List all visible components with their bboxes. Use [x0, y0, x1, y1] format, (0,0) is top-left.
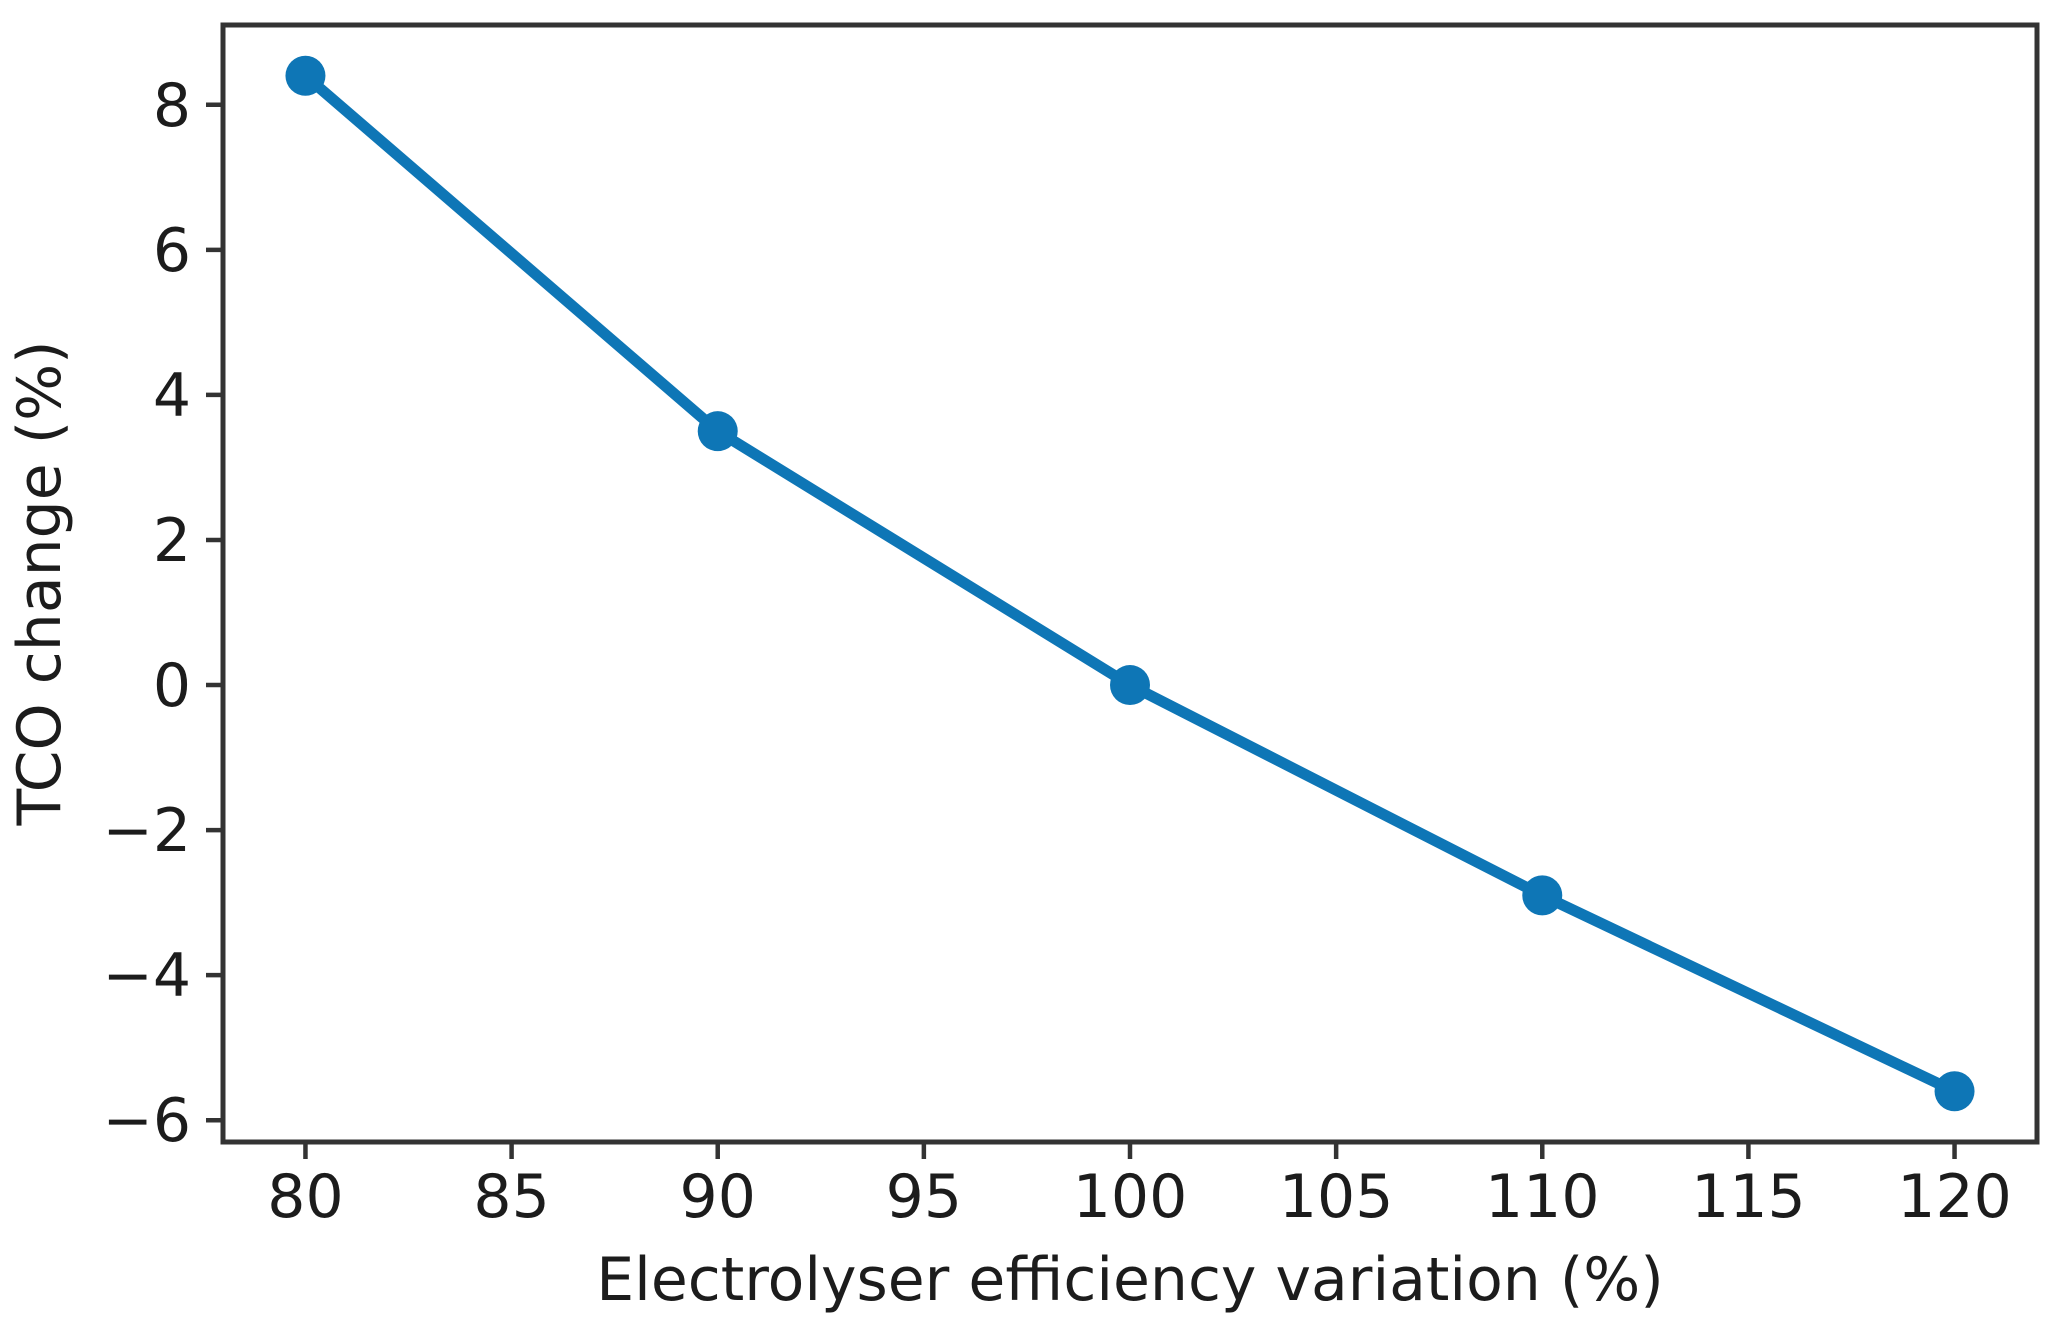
data-point-marker — [697, 411, 738, 452]
x-tick-label: 100 — [1073, 1162, 1188, 1232]
axes-spines — [220, 22, 2040, 1145]
x-tick-label: 115 — [1691, 1162, 1806, 1232]
y-tick-label: −6 — [103, 1086, 191, 1156]
x-tick-label: 80 — [267, 1162, 343, 1232]
y-tick-label: −4 — [103, 941, 191, 1011]
y-tick-label: 8 — [153, 71, 191, 141]
data-point-marker — [1934, 1071, 1975, 1112]
x-tick-label: 85 — [473, 1162, 549, 1232]
x-tick-label: 105 — [1279, 1162, 1394, 1232]
y-tick-label: 2 — [153, 506, 191, 576]
x-tick-label: 110 — [1485, 1162, 1600, 1232]
series-line — [299, 70, 1961, 1097]
x-tick-label: 90 — [680, 1162, 756, 1232]
y-axis-label: TCO change (%) — [5, 340, 75, 826]
y-tick-label: 6 — [153, 216, 191, 286]
x-axis-label: Electrolyser efficiency variation (%) — [596, 1245, 1663, 1315]
y-tick-label: 4 — [153, 361, 191, 431]
x-tick-label: 95 — [886, 1162, 962, 1232]
data-point-marker — [285, 55, 326, 96]
data-point-marker — [1522, 875, 1563, 916]
y-tick-label: −2 — [103, 796, 191, 866]
plot-area: 80 85 90 95 100 105 110 115 120 −6 −4 −2 0 2 4 6 8 — [103, 22, 2040, 1232]
y-tick-label: 0 — [153, 651, 191, 721]
data-point-marker — [1110, 665, 1150, 706]
x-tick-label: 120 — [1897, 1162, 2012, 1232]
